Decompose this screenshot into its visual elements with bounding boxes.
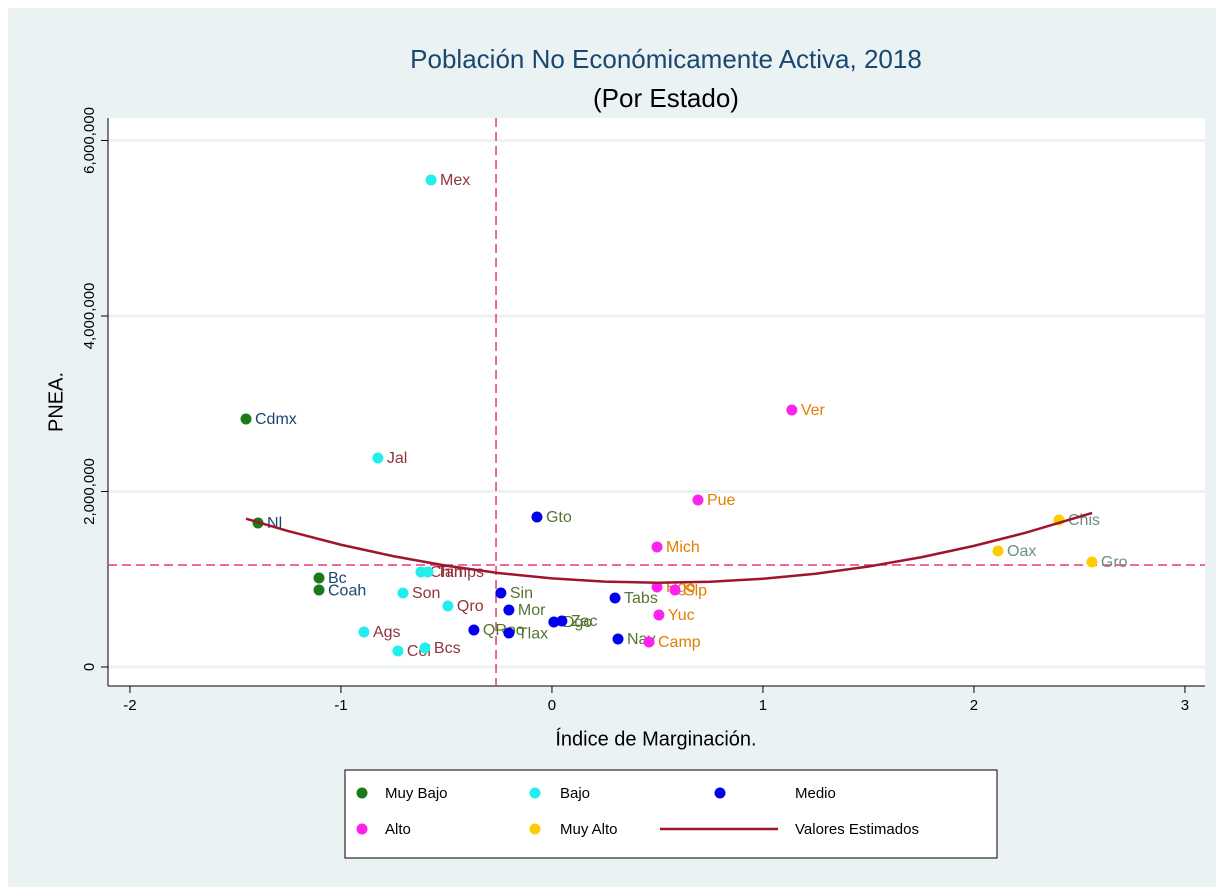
point xyxy=(651,581,663,593)
legend-swatch xyxy=(529,787,541,799)
point-label: Ags xyxy=(373,624,401,641)
legend-label: Bajo xyxy=(560,785,590,802)
y-tick-label: 0 xyxy=(81,663,98,671)
point xyxy=(419,642,431,654)
point xyxy=(372,452,384,464)
point xyxy=(651,541,663,553)
point xyxy=(425,174,437,186)
point xyxy=(358,626,370,638)
point xyxy=(503,627,515,639)
point xyxy=(531,511,543,523)
point-label: Gro xyxy=(1101,554,1128,571)
point xyxy=(392,645,404,657)
point-label: Coah xyxy=(328,582,366,599)
y-axis-title: PNEA. xyxy=(45,372,67,432)
point xyxy=(503,604,515,616)
point xyxy=(643,636,655,648)
point xyxy=(397,587,409,599)
point-label: Slp xyxy=(684,582,707,599)
point-label: Chih xyxy=(430,564,463,581)
fit-line xyxy=(245,511,1093,585)
legend xyxy=(344,769,998,859)
x-tick-label: 2 xyxy=(970,697,978,714)
point-label: Chis xyxy=(1068,512,1100,529)
legend-label: Alto xyxy=(385,821,411,838)
x-tick-label: 1 xyxy=(759,697,767,714)
point xyxy=(992,545,1004,557)
point-label: Bcs xyxy=(434,640,461,657)
point-label: Jal xyxy=(387,450,407,467)
legend-label: Muy Alto xyxy=(560,821,618,838)
point xyxy=(313,572,325,584)
point xyxy=(468,624,480,636)
point xyxy=(609,592,621,604)
y-tick-label: 4,000,000 xyxy=(81,283,98,350)
x-tick-label: 3 xyxy=(1181,697,1189,714)
point xyxy=(548,616,560,628)
point xyxy=(495,587,507,599)
point-label: Son xyxy=(412,585,440,602)
chart-title: Población No Económicamente Activa, 2018 xyxy=(410,44,922,74)
point xyxy=(612,633,624,645)
point-label: Gto xyxy=(546,509,572,526)
point-label: Qro xyxy=(457,598,484,615)
legend-swatch xyxy=(356,823,368,835)
point xyxy=(669,584,681,596)
point xyxy=(442,600,454,612)
x-tick-label: 0 xyxy=(548,697,556,714)
x-axis-title: Índice de Marginación. xyxy=(555,727,756,750)
legend-label: Muy Bajo xyxy=(385,785,448,802)
point xyxy=(240,413,252,425)
point xyxy=(1086,556,1098,568)
point-label: Yuc xyxy=(668,607,695,624)
point xyxy=(556,615,568,627)
point-label: Cdmx xyxy=(255,411,297,428)
y-tick-label: 2,000,000 xyxy=(81,458,98,525)
legend-swatch xyxy=(714,787,726,799)
point-label: Sin xyxy=(510,585,533,602)
point-label: Bc xyxy=(328,570,347,587)
point xyxy=(692,494,704,506)
x-tick-label: -2 xyxy=(123,697,136,714)
point-label: Mich xyxy=(666,539,700,556)
point-label: Oax xyxy=(1007,543,1036,560)
point-label: Ver xyxy=(801,402,826,419)
legend-swatch xyxy=(356,787,368,799)
legend-label: Valores Estimados xyxy=(795,821,919,838)
point-label: Tabs xyxy=(624,590,658,607)
point-label: Camp xyxy=(658,634,701,651)
point xyxy=(313,584,325,596)
legend-swatch xyxy=(529,823,541,835)
point xyxy=(786,404,798,416)
point-label: Tlax xyxy=(518,625,548,642)
point-label: Mex xyxy=(440,172,470,189)
point-label: Dgo xyxy=(563,614,592,631)
chart-subtitle: (Por Estado) xyxy=(593,83,739,113)
point-label: Zac xyxy=(571,613,598,630)
point xyxy=(653,609,665,621)
point xyxy=(422,566,434,578)
y-tick-label: 6,000,000 xyxy=(81,107,98,174)
legend-label: Medio xyxy=(795,785,836,802)
point-label: QRoo xyxy=(483,622,525,639)
point-label: Pue xyxy=(707,492,736,509)
x-tick-label: -1 xyxy=(334,697,347,714)
point-label: Mor xyxy=(518,602,546,619)
